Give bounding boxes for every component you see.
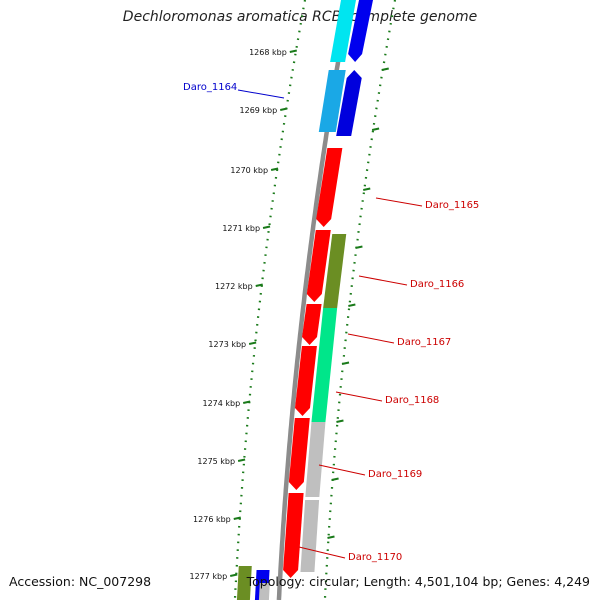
gene-block-red-4 [294, 346, 317, 416]
gene-block-red-3 [302, 304, 322, 345]
accession-text: Accession: NC_007298 [9, 574, 152, 589]
gene-leader-line [237, 89, 285, 99]
gene-block-daro-1166 [323, 234, 347, 308]
outer-tick-mark [371, 127, 380, 131]
tick-label: 1270 kbp [230, 166, 268, 175]
features [236, 0, 373, 600]
outer-tick-mark [331, 477, 339, 481]
tick-label: 1273 kbp [208, 340, 246, 349]
gene-label: Daro_1164 [183, 82, 237, 93]
tick-mark [280, 107, 288, 111]
gene-block-daro-1165 [316, 148, 343, 227]
tick-mark [262, 225, 271, 229]
outer-tick-mark [381, 67, 389, 71]
gene-block-bottom-olive [236, 566, 252, 600]
gene-block-bottom-grey [258, 583, 270, 600]
tick-mark [289, 49, 298, 53]
outer-tick-mark [363, 187, 371, 191]
gene-leader-line [318, 464, 366, 476]
gene-block-red-6 [283, 493, 304, 578]
gene-leader-line [335, 391, 383, 402]
gene-block-top-blue [348, 0, 373, 62]
gene-leader-line [347, 333, 395, 344]
genome-title: Dechloromonas aromatica RCB, complete ge… [122, 9, 478, 25]
gene-label: Daro_1166 [410, 279, 464, 290]
outer-tick-mark [348, 303, 356, 307]
gene-label: Daro_1170 [348, 552, 402, 563]
tick-mark [242, 400, 251, 404]
gene-label: Daro_1168 [385, 395, 439, 406]
tick-mark [270, 167, 279, 171]
tick-label: 1271 kbp [222, 224, 260, 233]
tick-mark [237, 458, 246, 462]
gene-block-top-cyan [330, 0, 356, 62]
gene-label: Daro_1167 [397, 337, 451, 348]
gene-block-daro-1164-cyan [318, 70, 346, 132]
scale-ticks: 1268 kbp 1269 kbp 1270 kbp 1271 kbp 1272 kbp… [189, 48, 389, 581]
dotted-rings [233, 0, 397, 600]
gene-block-daro-1167 [311, 308, 338, 422]
tick-mark [229, 573, 238, 577]
tick-mark [233, 516, 241, 520]
gene-block-daro-1170 [300, 500, 320, 572]
tick-label: 1277 kbp [189, 572, 227, 581]
gene-label: Daro_1165 [425, 200, 479, 211]
gene-leader-line [298, 546, 346, 559]
gene-label: Daro_1169 [368, 469, 422, 480]
gene-labels: Daro_1164 Daro_1165 Daro_1166 Daro_1167 Daro… [183, 82, 479, 563]
tick-label: 1268 kbp [249, 48, 287, 57]
outer-tick-mark [336, 419, 344, 423]
outer-tick-mark [355, 245, 363, 249]
tick-label: 1274 kbp [202, 399, 240, 408]
gene-block-daro-1164-blue [336, 70, 362, 136]
gene-leader-line [375, 197, 423, 207]
outer-tick-mark [341, 361, 350, 365]
tick-label: 1269 kbp [240, 106, 278, 115]
tick-mark [248, 341, 257, 345]
outer-tick-mark [327, 535, 335, 539]
tick-label: 1272 kbp [215, 282, 253, 291]
tick-label: 1276 kbp [193, 515, 231, 524]
gene-leader-line [358, 275, 408, 286]
gene-block-daro-1169 [305, 422, 326, 497]
inner-scale-ring [233, 0, 307, 600]
gene-block-red-2 [306, 230, 331, 302]
tick-label: 1275 kbp [197, 457, 235, 466]
outer-scale-ring [323, 0, 397, 600]
topology-text: Topology: circular; Length: 4,501,104 bp… [246, 574, 590, 589]
tick-mark [255, 283, 263, 287]
gene-block-red-5 [288, 418, 310, 490]
